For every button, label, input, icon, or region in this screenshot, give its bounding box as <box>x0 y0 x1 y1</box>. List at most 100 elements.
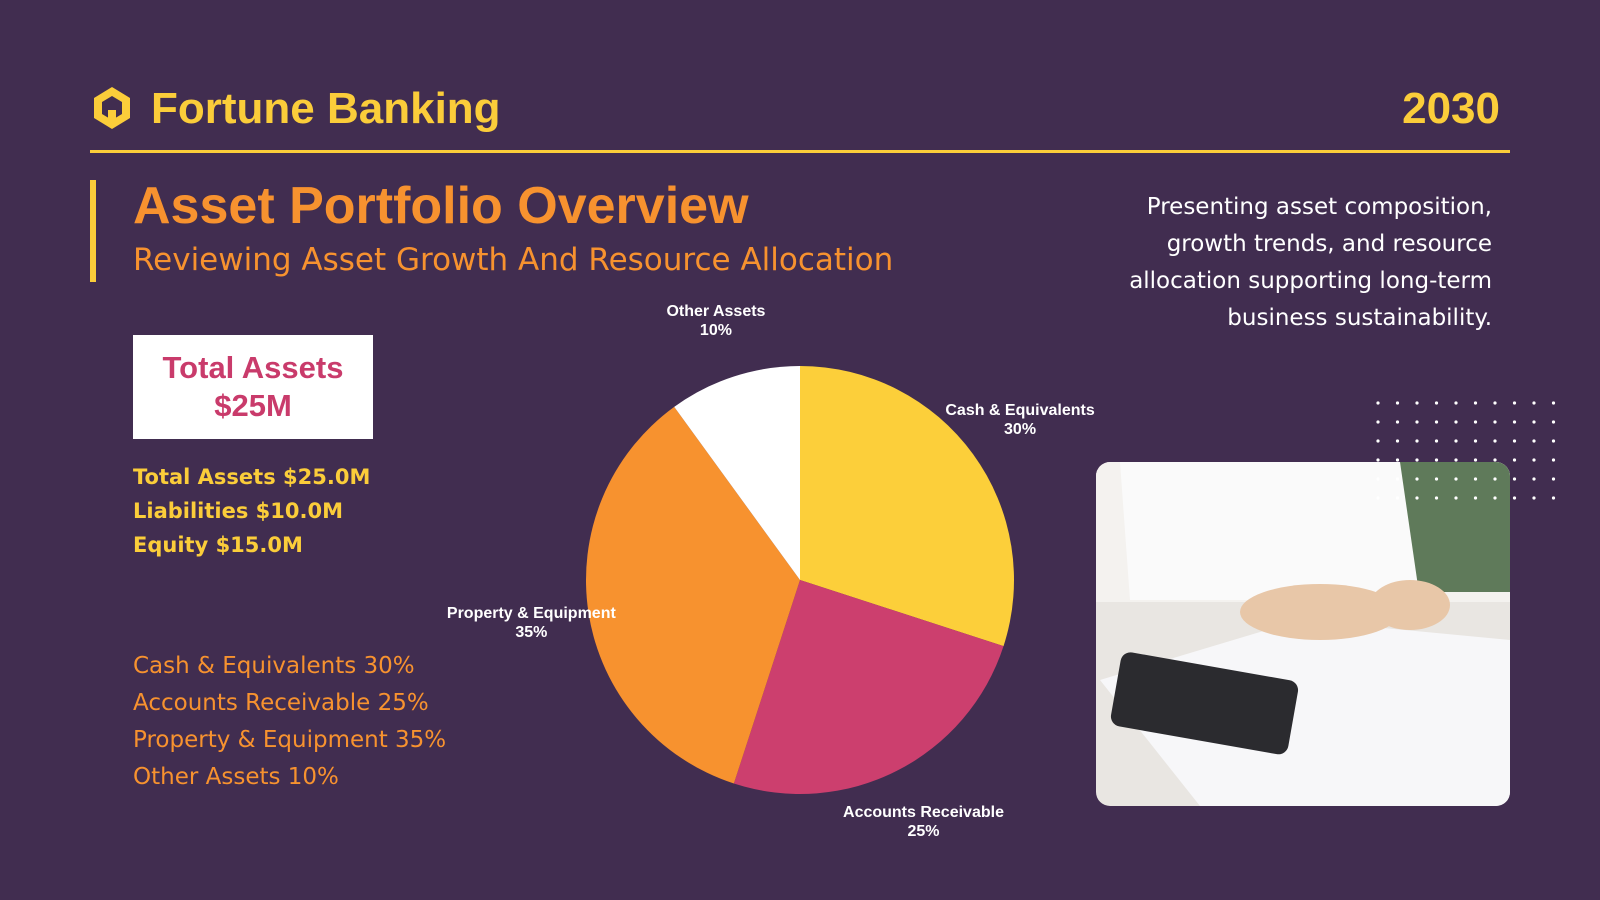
brand: Fortune Banking <box>151 84 501 133</box>
slice-value: 30% <box>1004 421 1037 439</box>
slice-name: Property & Equipment <box>446 604 616 622</box>
dot <box>1415 439 1419 443</box>
dot <box>1493 477 1497 481</box>
dot <box>1551 458 1556 462</box>
dot <box>1493 401 1497 405</box>
dot <box>1395 401 1400 405</box>
dot <box>1434 496 1439 500</box>
total-value: $25M <box>214 388 292 423</box>
pie-slice <box>733 580 1004 795</box>
dot <box>1532 401 1536 405</box>
dot <box>1415 401 1419 405</box>
photo <box>1096 462 1510 806</box>
dot <box>1512 458 1517 462</box>
summary-line: Equity $15.0M <box>133 533 303 557</box>
slice-name: Accounts Receivable <box>843 804 1004 822</box>
dot <box>1434 458 1439 462</box>
dot <box>1532 439 1536 443</box>
breakdown: Cash & Equivalents 30% Accounts Receivabl… <box>133 648 446 796</box>
dot <box>1532 496 1536 500</box>
dot <box>1532 477 1536 481</box>
dot <box>1454 458 1458 462</box>
pie-slice <box>800 366 1014 647</box>
dot <box>1395 420 1400 424</box>
dot <box>1493 496 1497 500</box>
year: 2030 <box>1402 84 1500 133</box>
dot <box>1473 420 1478 424</box>
dot <box>1415 477 1419 481</box>
dot <box>1551 420 1556 424</box>
dot <box>1551 401 1556 405</box>
dot <box>1376 401 1380 405</box>
dot <box>1376 496 1380 500</box>
dot <box>1512 477 1517 481</box>
slice-label: Cash & Equivalents 30% <box>945 401 1094 439</box>
slice-label: Accounts Receivable 25% <box>843 803 1004 841</box>
dot <box>1376 439 1380 443</box>
pie-slice <box>674 366 800 580</box>
dot <box>1512 420 1517 424</box>
description: Presenting asset composition, growth tre… <box>1129 194 1492 331</box>
logo <box>94 87 130 129</box>
dot <box>1434 439 1439 443</box>
dot <box>1532 458 1536 462</box>
dot <box>1454 477 1458 481</box>
dot <box>1415 458 1419 462</box>
dot <box>1551 496 1556 500</box>
dot <box>1473 477 1478 481</box>
title-bar <box>90 180 96 282</box>
dot <box>1473 458 1478 462</box>
dot <box>1512 496 1517 500</box>
summary-line: Total Assets $25.0M <box>133 465 371 489</box>
dot <box>1415 496 1419 500</box>
dot <box>1376 477 1380 481</box>
breakdown-line: Accounts Receivable 25% <box>133 690 429 716</box>
dot <box>1551 477 1556 481</box>
dot <box>1454 496 1458 500</box>
dot <box>1376 420 1380 424</box>
dot <box>1512 401 1517 405</box>
dot <box>1415 420 1419 424</box>
dot <box>1434 420 1439 424</box>
dot <box>1532 420 1536 424</box>
dot <box>1395 477 1400 481</box>
title: Asset Portfolio Overview <box>133 177 749 235</box>
dot <box>1473 439 1478 443</box>
summary-line: Liabilities $10.0M <box>133 499 343 523</box>
dot <box>1376 458 1380 462</box>
slice-label: Property & Equipment 35% <box>447 604 616 642</box>
dot <box>1493 420 1497 424</box>
header-rule <box>90 150 1510 153</box>
dot <box>1473 496 1478 500</box>
dot <box>1493 439 1497 443</box>
total-box: Total Assets $25M <box>133 335 373 439</box>
breakdown-line: Other Assets 10% <box>133 764 339 790</box>
dot <box>1434 477 1439 481</box>
slice-value: 35% <box>515 623 548 641</box>
slice-value: 10% <box>699 322 732 340</box>
dot <box>1493 458 1497 462</box>
dot-grid <box>1376 401 1556 500</box>
slice-value: 25% <box>907 823 940 841</box>
total-label: Total Assets <box>162 350 344 385</box>
dot <box>1395 496 1400 500</box>
dot <box>1454 420 1458 424</box>
dot <box>1454 401 1458 405</box>
dot <box>1454 439 1458 443</box>
slice-name: Cash & Equivalents <box>945 402 1095 420</box>
breakdown-line: Cash & Equivalents 30% <box>133 653 415 679</box>
dot <box>1512 439 1517 443</box>
dot <box>1434 401 1439 405</box>
slice-label: Other Assets 10% <box>666 302 765 340</box>
dot <box>1551 439 1556 443</box>
subtitle: Reviewing Asset Growth And Resource Allo… <box>133 242 894 278</box>
pie-slice <box>586 406 800 784</box>
dot <box>1395 439 1400 443</box>
dot <box>1473 401 1478 405</box>
dot <box>1395 458 1400 462</box>
breakdown-line: Property & Equipment 35% <box>133 727 447 753</box>
summary: Total Assets $25.0M Liabilities $10.0M Equ… <box>133 460 370 562</box>
